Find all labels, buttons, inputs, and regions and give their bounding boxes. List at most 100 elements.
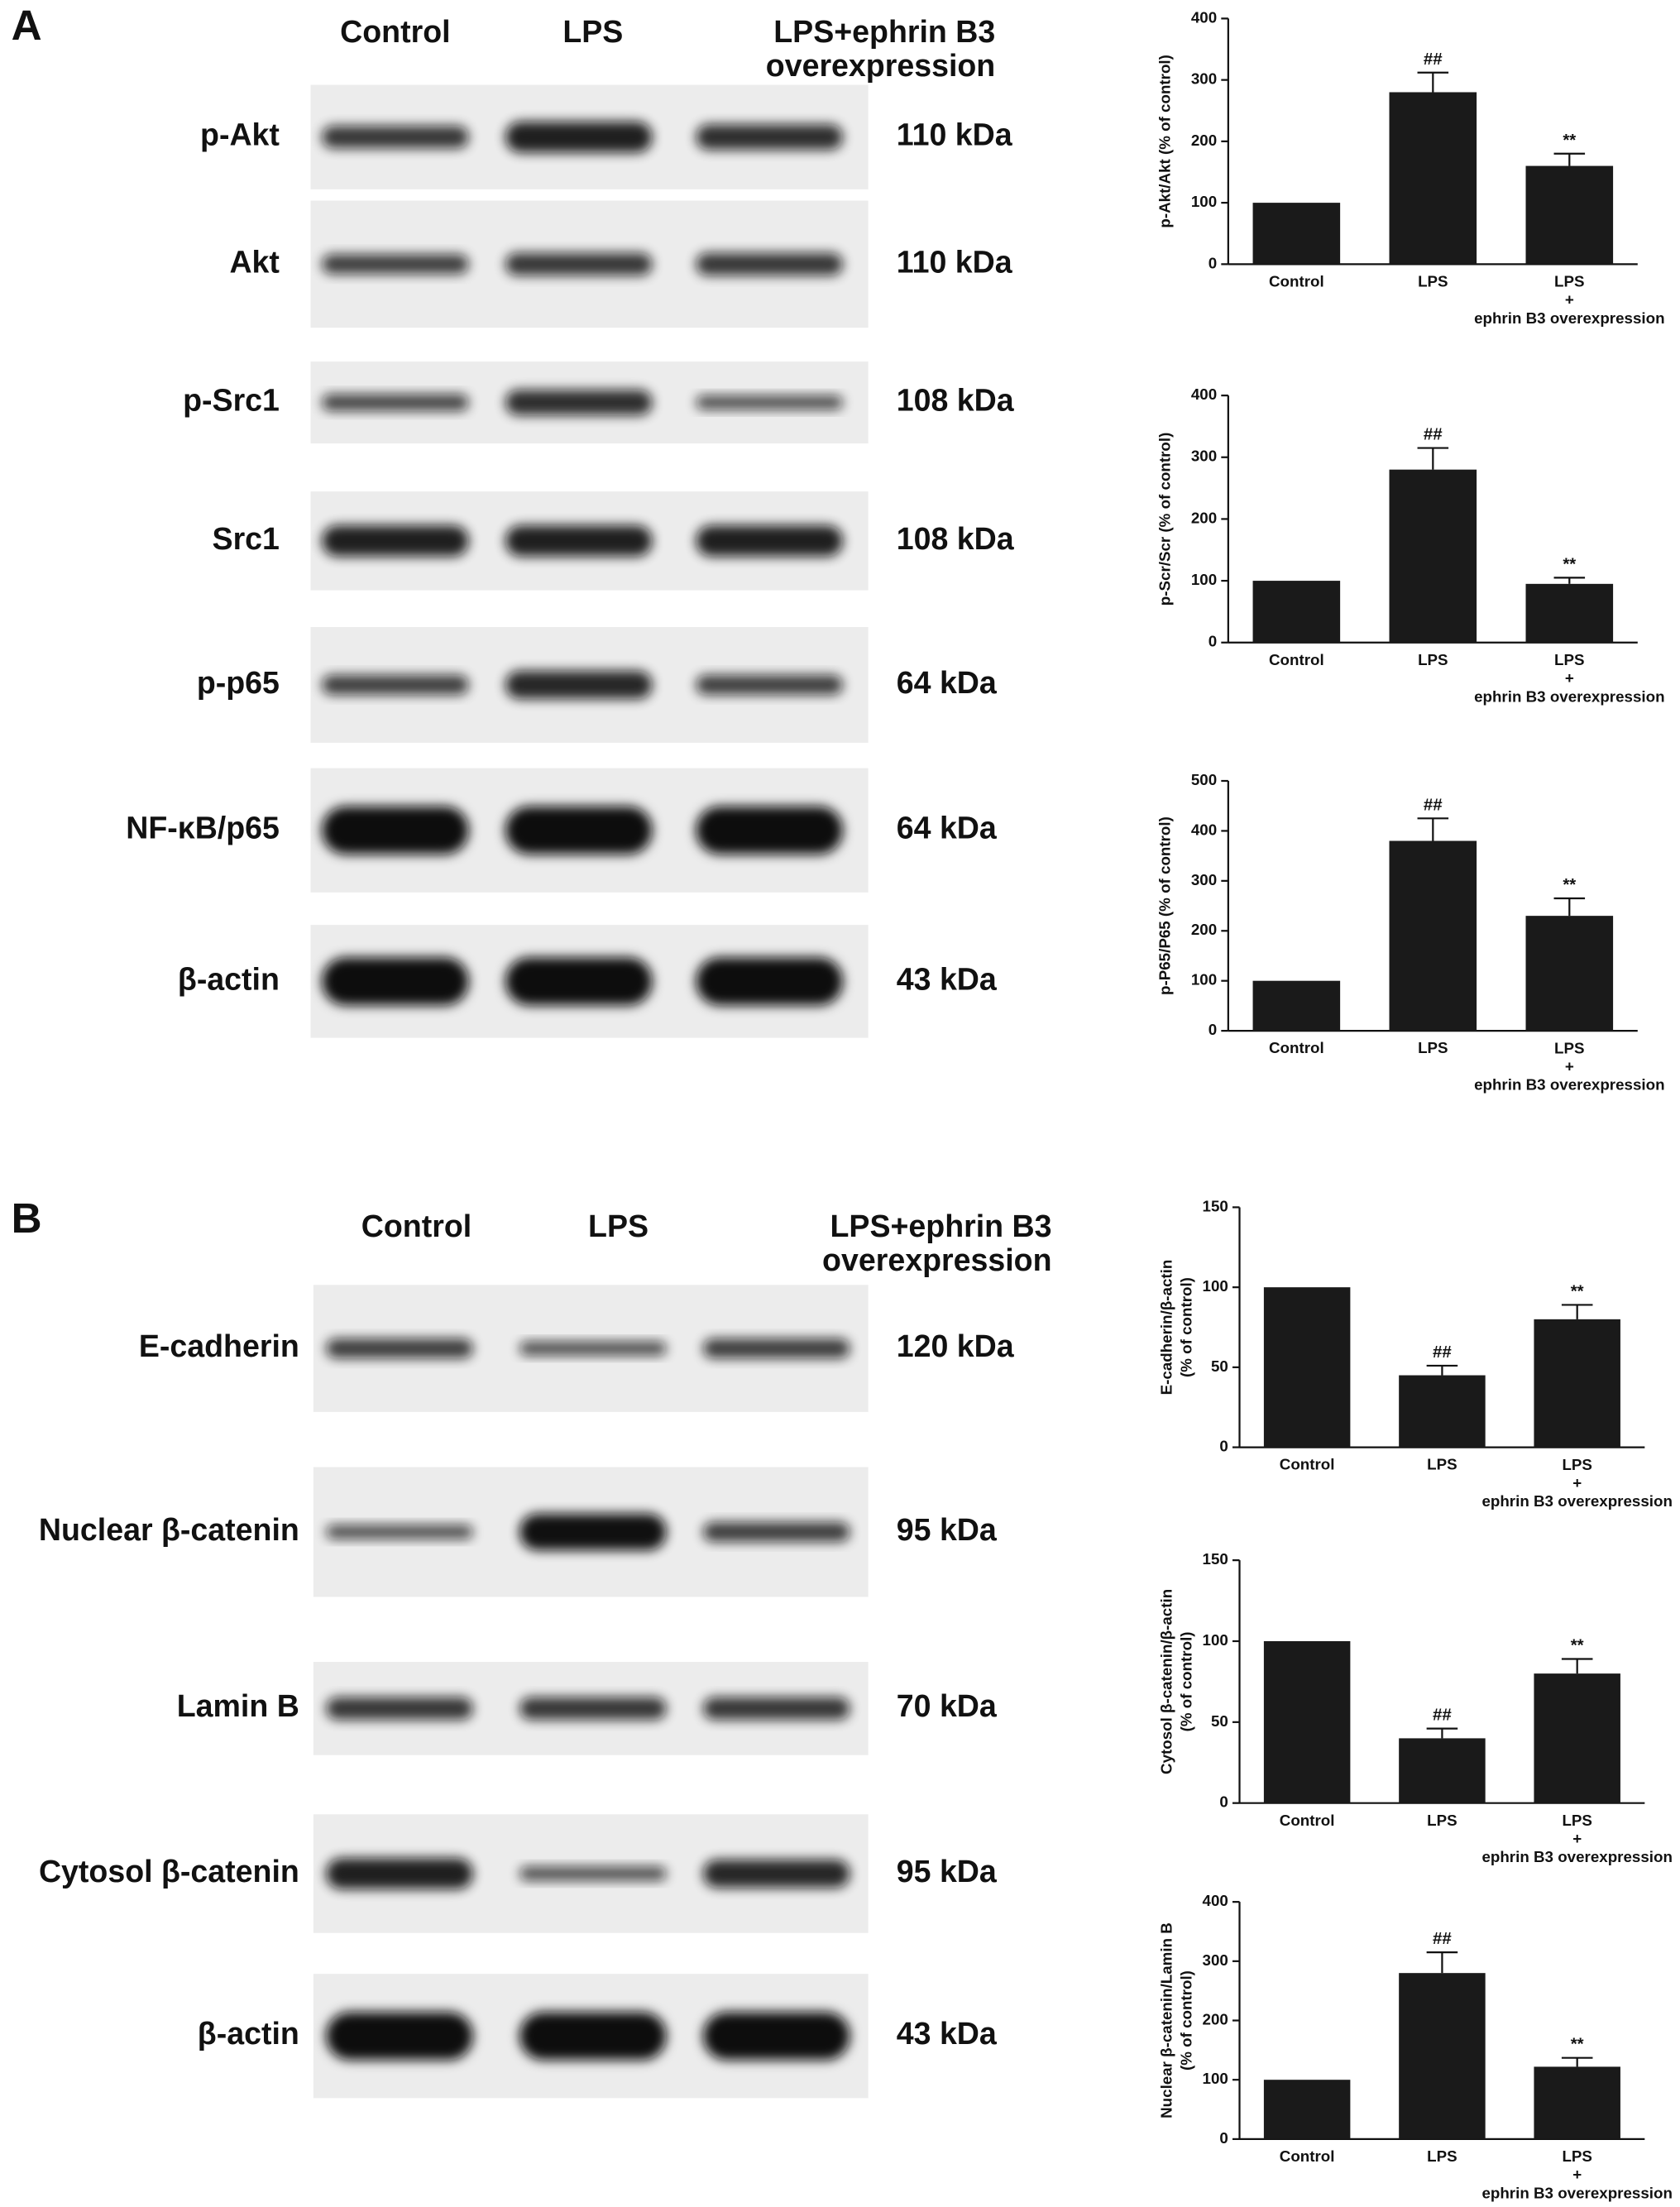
- significance-label: ##: [1433, 1929, 1452, 1948]
- x-tick-label: LPS: [1418, 272, 1448, 290]
- lane-label: LPS: [562, 14, 623, 49]
- y-tick-label: 0: [1209, 633, 1217, 650]
- y-tick-label: 300: [1191, 70, 1217, 88]
- protein-label: p-p65: [197, 665, 280, 700]
- size-label: 108 kDa: [897, 521, 1015, 556]
- protein-label: E-cadherin: [139, 1329, 299, 1363]
- blot-band: [505, 121, 653, 153]
- y-axis-label: p-P65/P65 (% of control): [1156, 816, 1174, 995]
- bar-chart: 0 100 200 300 400 500 p-P65/P65 (% of control)…: [1156, 771, 1665, 1094]
- bar: [1389, 840, 1477, 1032]
- bar: [1534, 1673, 1620, 1803]
- text-line: +: [1565, 1057, 1574, 1075]
- x-tick-label: LPS + ephrin B3 overexpression: [1474, 1039, 1664, 1093]
- blot-band: [505, 670, 653, 700]
- blot-band: [702, 1522, 850, 1542]
- bar: [1389, 92, 1477, 265]
- significance-label: ##: [1424, 50, 1443, 69]
- protein-label: Src1: [213, 521, 280, 556]
- y-tick-label: 200: [1191, 921, 1217, 938]
- text-line: ephrin B3 overexpression: [1474, 687, 1664, 705]
- blot-band: [505, 806, 653, 855]
- y-tick-label: 50: [1211, 1712, 1228, 1730]
- significance-label: **: [1563, 131, 1576, 150]
- protein-label: p-Akt: [200, 117, 280, 152]
- bar: [1389, 469, 1477, 643]
- blot-band: [702, 1859, 850, 1889]
- blot-band: [322, 957, 469, 1006]
- y-axis-label: p-Scr/Scr (% of control): [1156, 433, 1174, 606]
- blot-band: [505, 525, 653, 557]
- blot-band: [519, 1697, 667, 1720]
- text-line: LPS: [1562, 1456, 1592, 1473]
- x-tick-label: LPS: [1427, 1812, 1457, 1829]
- y-tick-label: 400: [1191, 8, 1217, 26]
- text-line: +: [1565, 291, 1574, 309]
- blot-band: [326, 2012, 473, 2061]
- text-line: +: [1572, 2166, 1582, 2183]
- bar-chart: 0 100 200 300 400 p-Akt/Akt (% of control) Con…: [1156, 8, 1665, 327]
- blot-band: [322, 525, 469, 557]
- bar: [1252, 980, 1341, 1032]
- y-axis-label: Cytosol β-catenin/β-actin (% of control): [1157, 1589, 1194, 1774]
- protein-label: NF-κB/p65: [126, 811, 280, 845]
- blot-band: [696, 124, 843, 151]
- size-label: 120 kDa: [897, 1329, 1015, 1363]
- y-tick-label: 100: [1203, 1277, 1228, 1295]
- blot-band: [696, 806, 843, 855]
- size-label: 43 kDa: [897, 961, 998, 996]
- text-line: LPS: [1554, 272, 1585, 290]
- blot-band: [702, 1697, 850, 1720]
- text-line: ephrin B3 overexpression: [1481, 2184, 1672, 2201]
- protein-label: Akt: [229, 244, 280, 279]
- text-line: overexpression: [766, 48, 995, 83]
- y-axis-label: p-Akt/Akt (% of control): [1156, 55, 1174, 228]
- significance-label: ##: [1433, 1343, 1452, 1362]
- text-line: (% of control): [1177, 1277, 1194, 1377]
- size-label: 110 kDa: [897, 117, 1013, 152]
- blot-band: [326, 1338, 473, 1359]
- text-line: Cytosol β-catenin/β-actin: [1157, 1589, 1175, 1774]
- x-tick-label: LPS + ephrin B3 overexpression: [1481, 2147, 1672, 2201]
- y-tick-label: 150: [1203, 1197, 1228, 1214]
- protein-label: p-Src1: [183, 383, 280, 418]
- y-tick-label: 0: [1209, 254, 1217, 271]
- blot-band: [702, 1338, 850, 1359]
- size-label: 110 kDa: [897, 244, 1013, 279]
- y-tick-label: 100: [1191, 971, 1217, 989]
- text-line: ephrin B3 overexpression: [1481, 1848, 1672, 1865]
- blot-band: [322, 394, 469, 411]
- y-tick-label: 0: [1219, 1793, 1228, 1811]
- size-label: 64 kDa: [897, 811, 998, 845]
- x-tick-label: Control: [1280, 1812, 1335, 1829]
- text-line: +: [1565, 669, 1574, 687]
- bar: [1525, 583, 1614, 643]
- significance-label: **: [1571, 1281, 1584, 1300]
- lane-label: Control: [361, 1209, 471, 1243]
- y-tick-label: 200: [1191, 509, 1217, 526]
- y-tick-label: 200: [1191, 132, 1217, 149]
- text-line: ephrin B3 overexpression: [1474, 309, 1664, 327]
- y-tick-label: 0: [1209, 1021, 1217, 1038]
- text-line: LPS+ephrin B3: [830, 1209, 1052, 1243]
- text-line: LPS: [1562, 2147, 1592, 2165]
- blot-band: [326, 1858, 473, 1889]
- text-line: LPS: [1554, 651, 1585, 668]
- x-tick-label: LPS: [1418, 651, 1448, 668]
- lane-label: LPS: [588, 1209, 649, 1243]
- blot-band: [505, 957, 653, 1006]
- bar-chart: 0 50 100 150 E-cadherin/β-actin (% of control…: [1157, 1197, 1673, 1510]
- x-tick-label: LPS + ephrin B3 overexpression: [1481, 1456, 1672, 1510]
- lane-label: Control: [340, 14, 450, 49]
- text-line: LPS+ephrin B3: [773, 14, 995, 49]
- x-tick-label: Control: [1269, 1039, 1324, 1056]
- blot-band: [519, 2012, 667, 2061]
- text-line: Nuclear β-catenin/Lamin B: [1157, 1922, 1175, 2118]
- x-tick-label: Control: [1280, 2147, 1335, 2165]
- x-tick-label: LPS + ephrin B3 overexpression: [1474, 651, 1664, 705]
- x-tick-label: LPS: [1427, 2147, 1457, 2165]
- significance-label: **: [1571, 1636, 1584, 1655]
- bar: [1525, 916, 1614, 1032]
- x-tick-label: LPS: [1418, 1039, 1448, 1056]
